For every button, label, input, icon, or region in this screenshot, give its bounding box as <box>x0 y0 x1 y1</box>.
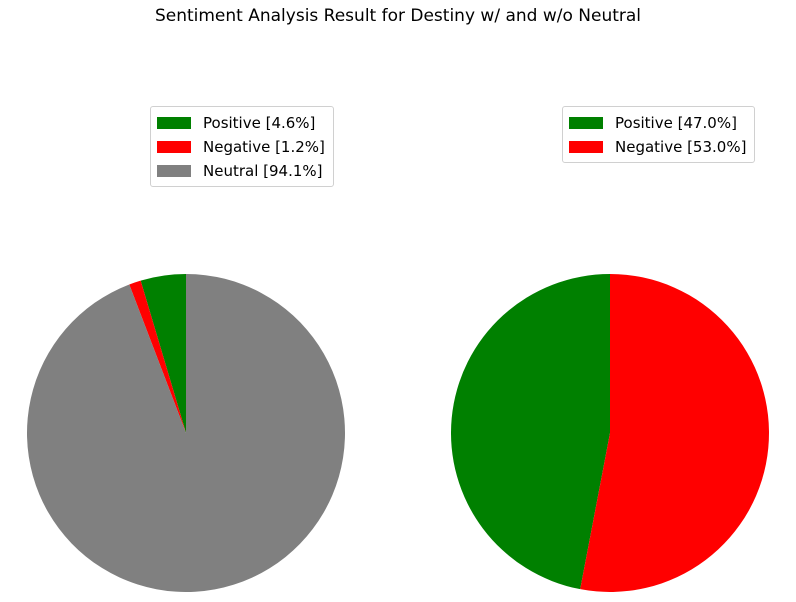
legend-swatch <box>157 117 191 129</box>
legend-label: Positive [47.0%] <box>615 114 737 132</box>
legend-label: Positive [4.6%] <box>203 114 316 132</box>
figure-title: Sentiment Analysis Result for Destiny w/… <box>154 6 642 26</box>
pie-slice-positive <box>450 274 610 590</box>
legend-swatch <box>569 141 603 153</box>
legend-left: Positive [4.6%] Negative [1.2%] Neutral [9… <box>150 106 334 187</box>
pie-chart-without-neutral <box>450 274 769 592</box>
legend-label: Neutral [94.1%] <box>203 162 323 180</box>
legend-item-negative: Negative [1.2%] <box>157 135 325 159</box>
pie-slice-positive <box>140 274 186 433</box>
legend-right: Positive [47.0%] Negative [53.0%] <box>562 106 756 163</box>
legend-label: Negative [1.2%] <box>203 138 325 156</box>
legend-item-positive: Positive [4.6%] <box>157 111 325 135</box>
pie-right-svg <box>450 274 769 592</box>
pie-slice-negative <box>129 280 186 433</box>
pie-chart-with-neutral <box>26 274 345 592</box>
pie-left-svg <box>26 274 345 592</box>
pie-slice-neutral <box>26 274 345 592</box>
legend-swatch <box>157 165 191 177</box>
legend-item-neutral: Neutral [94.1%] <box>157 159 325 183</box>
legend-swatch <box>157 141 191 153</box>
legend-label: Negative [53.0%] <box>615 138 747 156</box>
legend-item-negative: Negative [53.0%] <box>569 135 746 159</box>
legend-swatch <box>569 117 603 129</box>
legend-item-positive: Positive [47.0%] <box>569 111 746 135</box>
pie-slice-negative <box>580 274 769 592</box>
